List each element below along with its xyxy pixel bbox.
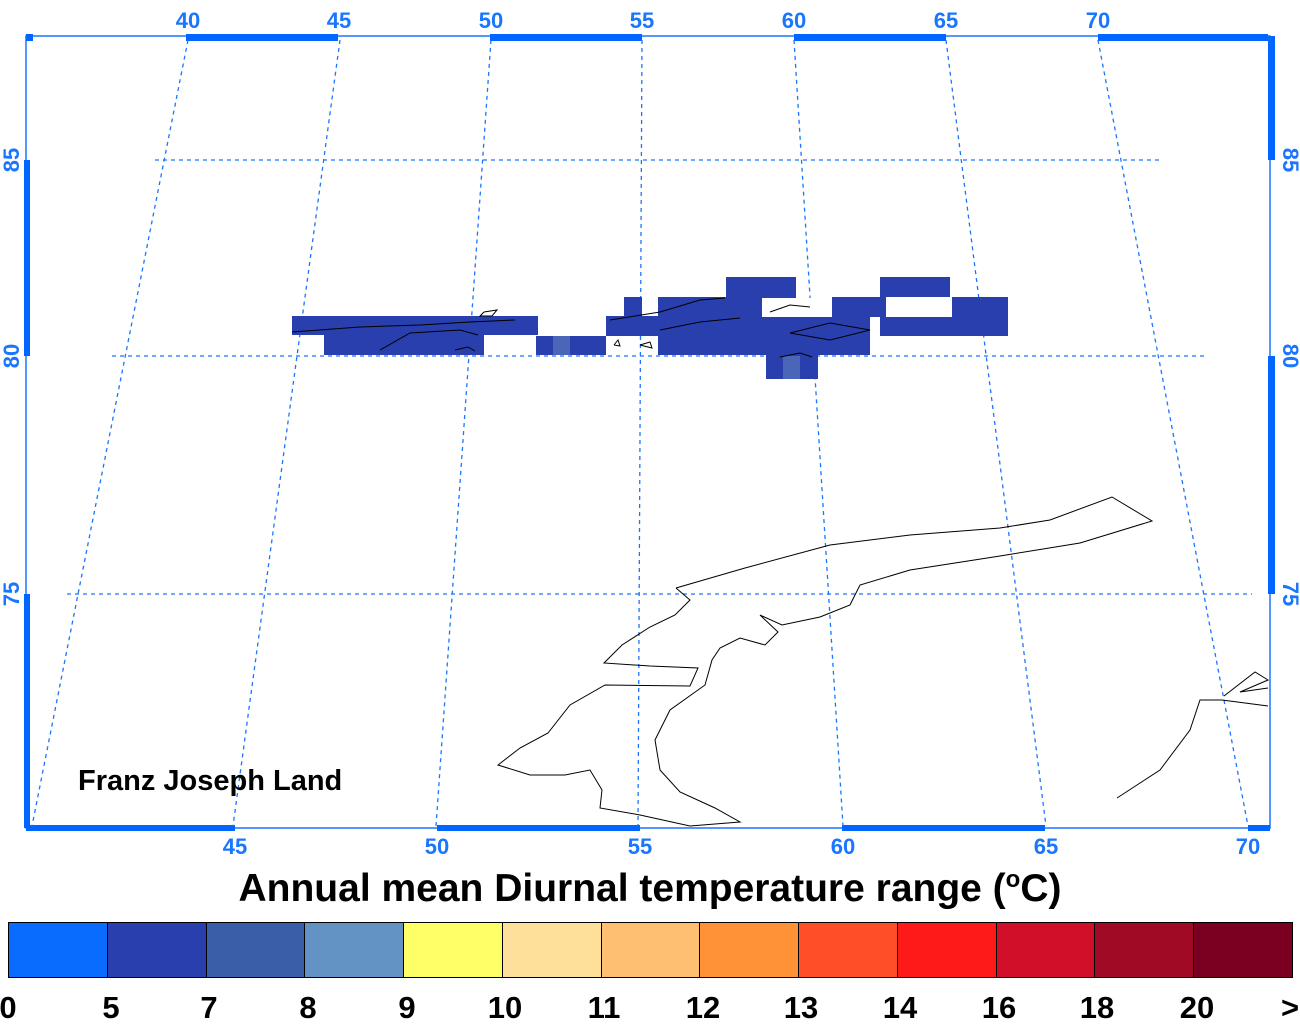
tick-label: 85 — [0, 148, 24, 172]
legend-label: 8 — [299, 990, 317, 1025]
tick-label: 85 — [1278, 148, 1300, 172]
data-gaps — [762, 297, 952, 317]
legend-swatch — [107, 923, 207, 977]
data-highlights — [553, 336, 800, 379]
data-cell — [726, 277, 796, 298]
left-lat-labels: 85 80 75 — [0, 148, 24, 606]
legend-swatch — [1095, 923, 1195, 977]
data-cell — [624, 297, 642, 317]
frame-side-bars — [24, 36, 1275, 828]
legend-swatch — [1194, 923, 1292, 977]
legend-swatch — [799, 923, 898, 977]
legend-swatch — [206, 923, 306, 977]
data-cell — [832, 297, 886, 317]
legend-label: 11 — [587, 990, 621, 1025]
data-cells — [292, 277, 1008, 379]
legend-swatch — [502, 923, 602, 977]
map-canvas: 40 45 50 55 60 65 70 45 50 55 60 65 70 8… — [0, 8, 1300, 859]
legend-swatch — [996, 923, 1096, 977]
tick-label: 75 — [1278, 582, 1300, 606]
legend-label: 0 — [0, 990, 17, 1025]
tick-label: 55 — [628, 834, 652, 859]
map-frame — [25, 35, 1271, 829]
legend-label: > — [1280, 990, 1300, 1025]
tick-label: 60 — [782, 8, 806, 33]
data-cell — [324, 335, 484, 355]
legend-label: 7 — [200, 990, 218, 1025]
tick-label: 70 — [1236, 834, 1260, 859]
tick-label: 40 — [176, 8, 200, 33]
legend-label: 14 — [882, 990, 918, 1025]
legend-labels: 0 5 7 8 9 10 11 12 13 14 16 18 20 > — [0, 990, 1300, 1026]
tick-label: 45 — [327, 8, 351, 33]
coastlines — [291, 297, 1270, 827]
legend-label: 13 — [783, 990, 819, 1025]
tick-label: 65 — [1034, 834, 1058, 859]
tick-label: 50 — [479, 8, 503, 33]
legend-swatch — [305, 923, 405, 977]
data-cell — [880, 277, 950, 298]
bottom-lon-labels: 45 50 55 60 65 70 — [223, 834, 1260, 859]
legend-swatch — [404, 923, 503, 977]
right-lat-labels: 85 80 75 — [1278, 148, 1300, 606]
legend-swatch — [9, 923, 108, 977]
tick-label: 55 — [630, 8, 654, 33]
legend-label: 5 — [102, 990, 120, 1025]
tick-label: 45 — [223, 834, 247, 859]
tick-label: 80 — [0, 344, 24, 368]
tick-label: 70 — [1086, 8, 1110, 33]
top-lon-labels: 40 45 50 55 60 65 70 — [176, 8, 1110, 33]
color-legend — [8, 922, 1293, 978]
legend-label: 12 — [685, 990, 721, 1025]
legend-swatch — [601, 923, 701, 977]
tick-label: 75 — [0, 582, 24, 606]
data-cell — [606, 316, 660, 336]
legend-label: 10 — [487, 990, 523, 1025]
tick-label: 65 — [934, 8, 958, 33]
legend-swatch — [700, 923, 800, 977]
legend-label: 18 — [1079, 990, 1115, 1025]
tick-label: 50 — [425, 834, 449, 859]
legend-label: 9 — [398, 990, 416, 1025]
tick-label: 60 — [831, 834, 855, 859]
tick-label: 80 — [1278, 344, 1300, 368]
legend-swatch — [897, 923, 997, 977]
frame-bottom-bars — [26, 825, 1270, 831]
frame-top-bars — [26, 34, 1268, 41]
data-cell — [536, 336, 606, 355]
legend-label: 16 — [981, 990, 1017, 1025]
graticule — [31, 39, 1252, 827]
map-title: Annual mean Diurnal temperature range (o… — [238, 866, 1062, 910]
legend-label: 20 — [1179, 990, 1215, 1025]
region-label: Franz Joseph Land — [78, 765, 342, 797]
